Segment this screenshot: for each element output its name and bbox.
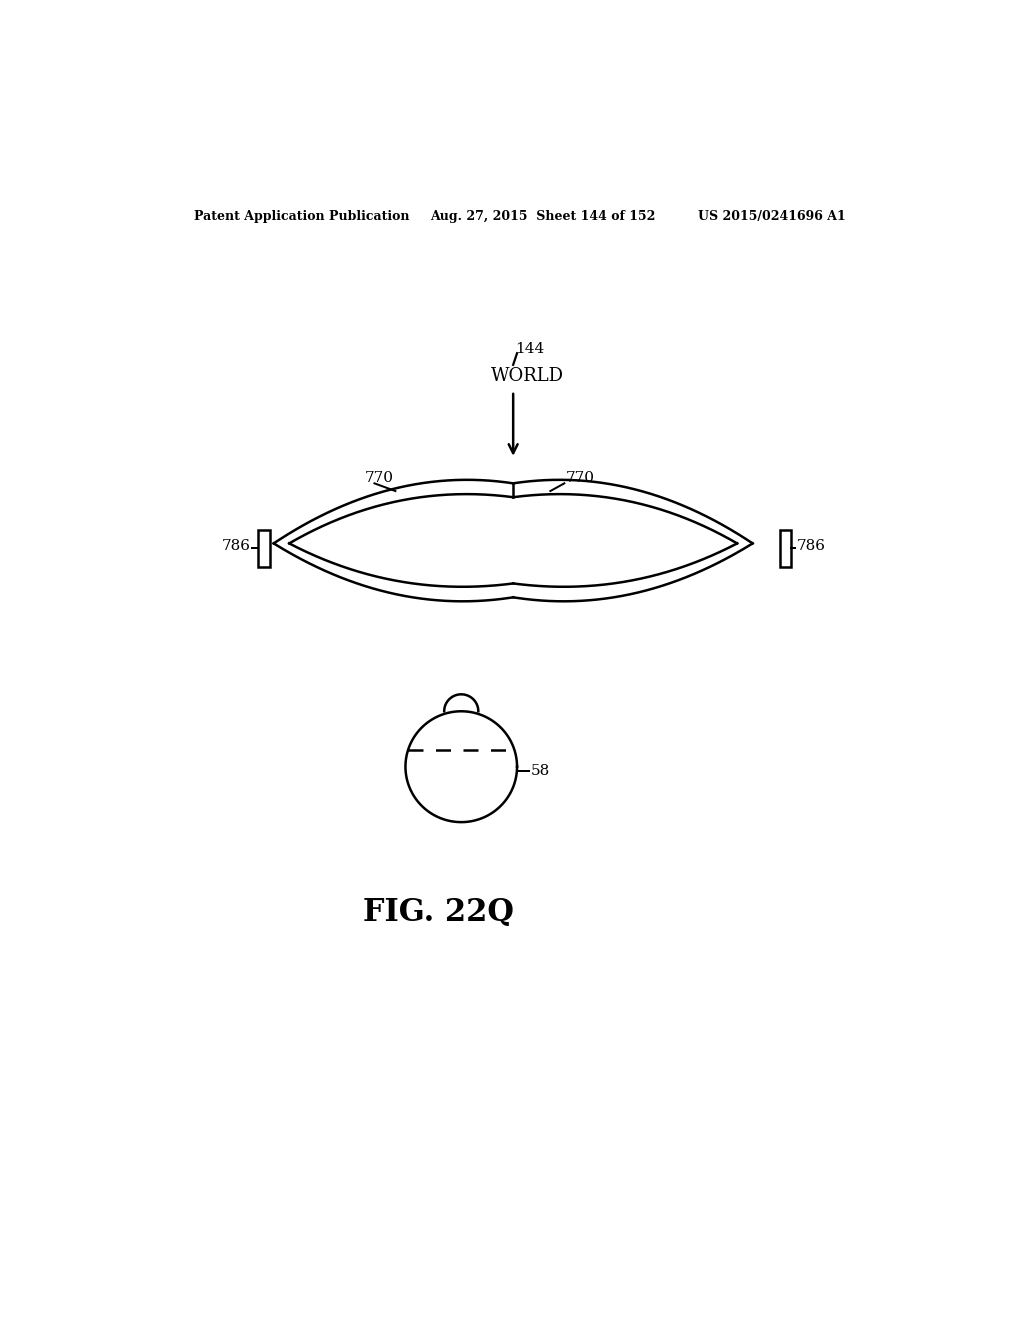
Bar xyxy=(258,529,270,566)
Text: 786: 786 xyxy=(797,540,825,553)
Text: 770: 770 xyxy=(566,471,595,484)
Text: Aug. 27, 2015  Sheet 144 of 152: Aug. 27, 2015 Sheet 144 of 152 xyxy=(430,210,655,223)
Text: US 2015/0241696 A1: US 2015/0241696 A1 xyxy=(697,210,846,223)
Text: FIG. 22Q: FIG. 22Q xyxy=(362,898,513,928)
Text: 770: 770 xyxy=(365,471,393,484)
Text: Patent Application Publication: Patent Application Publication xyxy=(194,210,410,223)
Text: WORLD: WORLD xyxy=(490,367,563,385)
Text: 786: 786 xyxy=(221,540,251,553)
Text: 144: 144 xyxy=(515,342,545,356)
Text: 58: 58 xyxy=(531,763,550,777)
Bar xyxy=(779,529,792,566)
